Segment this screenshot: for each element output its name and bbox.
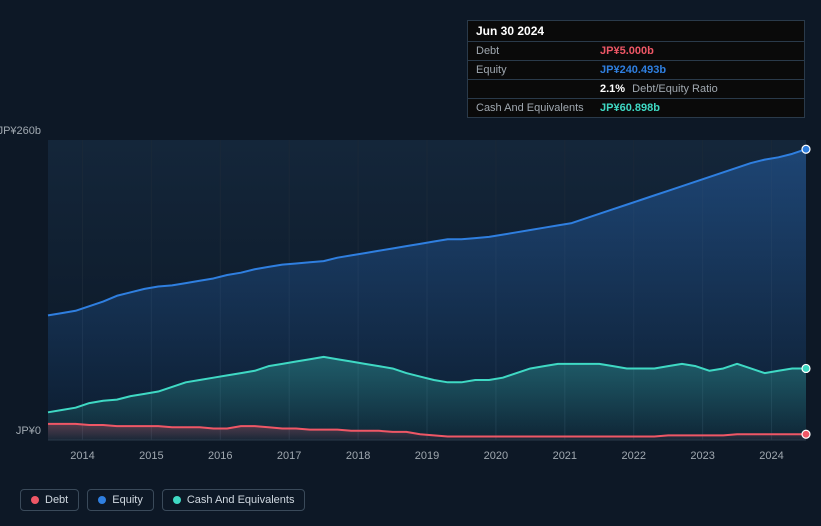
legend-item-equity[interactable]: Equity	[87, 489, 154, 511]
y-axis-label-top: JP¥260b	[0, 125, 41, 137]
tooltip-value-debt: JP¥5.000b	[600, 45, 654, 57]
x-tick-2015: 2015	[139, 450, 163, 462]
chart-legend: Debt Equity Cash And Equivalents	[20, 489, 305, 511]
legend-dot-equity	[98, 496, 106, 504]
legend-label-debt: Debt	[45, 494, 68, 506]
legend-dot-cash	[173, 496, 181, 504]
tooltip-ratio-pct: 2.1%	[600, 83, 625, 95]
x-tick-2014: 2014	[70, 450, 94, 462]
x-tick-2016: 2016	[208, 450, 232, 462]
legend-dot-debt	[31, 496, 39, 504]
x-tick-2019: 2019	[415, 450, 439, 462]
tooltip-label-debt: Debt	[476, 45, 600, 57]
tooltip-label-equity: Equity	[476, 64, 600, 76]
x-tick-2021: 2021	[553, 450, 577, 462]
chart-tooltip: Jun 30 2024 Debt JP¥5.000b Equity JP¥240…	[467, 20, 805, 118]
x-tick-2024: 2024	[759, 450, 783, 462]
tooltip-date: Jun 30 2024	[476, 24, 544, 38]
tooltip-ratio-suffix: Debt/Equity Ratio	[632, 83, 718, 95]
x-tick-2018: 2018	[346, 450, 370, 462]
legend-item-debt[interactable]: Debt	[20, 489, 79, 511]
tooltip-value-cash: JP¥60.898b	[600, 102, 660, 114]
x-tick-2022: 2022	[621, 450, 645, 462]
legend-label-equity: Equity	[112, 494, 143, 506]
tooltip-value-ratio: 2.1% Debt/Equity Ratio	[600, 83, 718, 95]
tooltip-label-cash: Cash And Equivalents	[476, 102, 600, 114]
x-tick-2020: 2020	[484, 450, 508, 462]
legend-item-cash[interactable]: Cash And Equivalents	[162, 489, 306, 511]
legend-label-cash: Cash And Equivalents	[187, 494, 295, 506]
y-axis-label-bottom: JP¥0	[0, 425, 41, 437]
tooltip-value-equity: JP¥240.493b	[600, 64, 666, 76]
x-tick-2023: 2023	[690, 450, 714, 462]
x-tick-2017: 2017	[277, 450, 301, 462]
